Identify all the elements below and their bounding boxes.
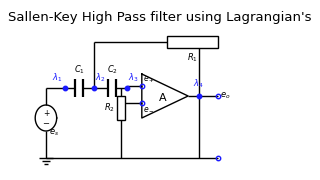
Bar (117, 96, 125, 120)
Text: $\lambda_3$: $\lambda_3$ (128, 71, 139, 84)
Text: $R_1$: $R_1$ (187, 51, 198, 64)
Text: Sallen-Key High Pass filter using Lagrangian's: Sallen-Key High Pass filter using Lagran… (8, 11, 312, 24)
Text: +: + (43, 109, 49, 118)
Text: $R_2$: $R_2$ (104, 102, 116, 114)
Text: $\lambda_4$: $\lambda_4$ (194, 78, 204, 90)
Text: $C_2$: $C_2$ (107, 64, 117, 76)
Text: $e_+$: $e_+$ (143, 75, 155, 85)
Text: $e_o$: $e_o$ (220, 91, 231, 101)
Text: −: − (43, 120, 49, 129)
Text: $\lambda_1$: $\lambda_1$ (52, 71, 62, 84)
Text: A: A (159, 93, 166, 103)
Text: $\lambda_2$: $\lambda_2$ (95, 71, 105, 84)
Text: $e_-$: $e_-$ (143, 104, 155, 113)
Text: $e_s$: $e_s$ (49, 127, 59, 138)
Text: $C_1$: $C_1$ (74, 64, 84, 76)
Bar (167, 36, 218, 48)
